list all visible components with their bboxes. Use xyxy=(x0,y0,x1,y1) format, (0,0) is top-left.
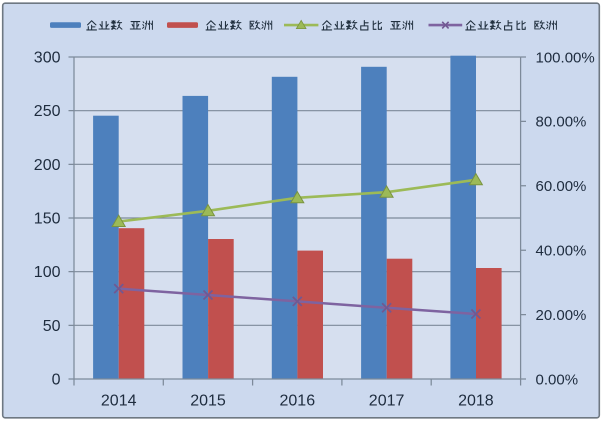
svg-text:60.00%: 60.00% xyxy=(536,178,587,195)
svg-text:20.00%: 20.00% xyxy=(536,307,587,324)
svg-text:0.00%: 0.00% xyxy=(536,371,579,388)
svg-text:250: 250 xyxy=(34,103,61,120)
svg-text:0: 0 xyxy=(52,372,61,389)
svg-text:2016: 2016 xyxy=(280,393,316,410)
svg-text:50: 50 xyxy=(43,318,61,335)
svg-text:100: 100 xyxy=(34,264,61,281)
svg-text:100.00%: 100.00% xyxy=(536,49,595,66)
svg-text:2014: 2014 xyxy=(101,393,137,410)
svg-text:300: 300 xyxy=(34,50,61,67)
svg-text:40.00%: 40.00% xyxy=(536,243,587,260)
svg-text:150: 150 xyxy=(34,211,61,228)
svg-text:2017: 2017 xyxy=(369,393,405,410)
svg-text:2018: 2018 xyxy=(458,393,494,410)
svg-text:200: 200 xyxy=(34,157,61,174)
svg-text:80.00%: 80.00% xyxy=(536,114,587,131)
svg-text:2015: 2015 xyxy=(190,393,226,410)
